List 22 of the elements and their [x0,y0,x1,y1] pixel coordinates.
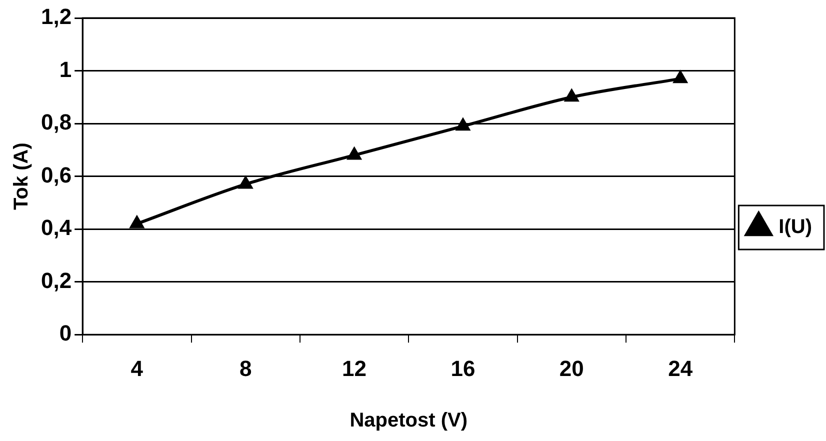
point [456,118,470,131]
point [348,148,361,160]
x-tick-label: 24 [668,356,694,381]
x-tick-label: 8 [239,356,252,381]
y-tick-label: 0,4 [40,215,72,240]
y-tick-label: 0,8 [40,110,72,135]
y-tick-label: 0,2 [40,268,72,293]
point [238,176,252,189]
point [564,90,578,102]
y-tick-label: 0 [59,320,72,346]
legend-label: I(U) [778,216,812,238]
x-tick-label: 12 [342,356,367,381]
y-tick-label: 0,6 [40,162,72,188]
x-tick-label: 16 [450,356,476,381]
x-tick-label: 20 [559,356,584,381]
y-axis-title: Tok (A) [10,142,33,210]
point [130,216,144,228]
y-tick-label: 1,2 [40,4,72,30]
x-axis-title: Napetost (V) [350,410,468,432]
point [674,71,688,84]
x-tick-label: 4 [130,356,144,381]
y-tick-label: 1 [59,56,72,82]
